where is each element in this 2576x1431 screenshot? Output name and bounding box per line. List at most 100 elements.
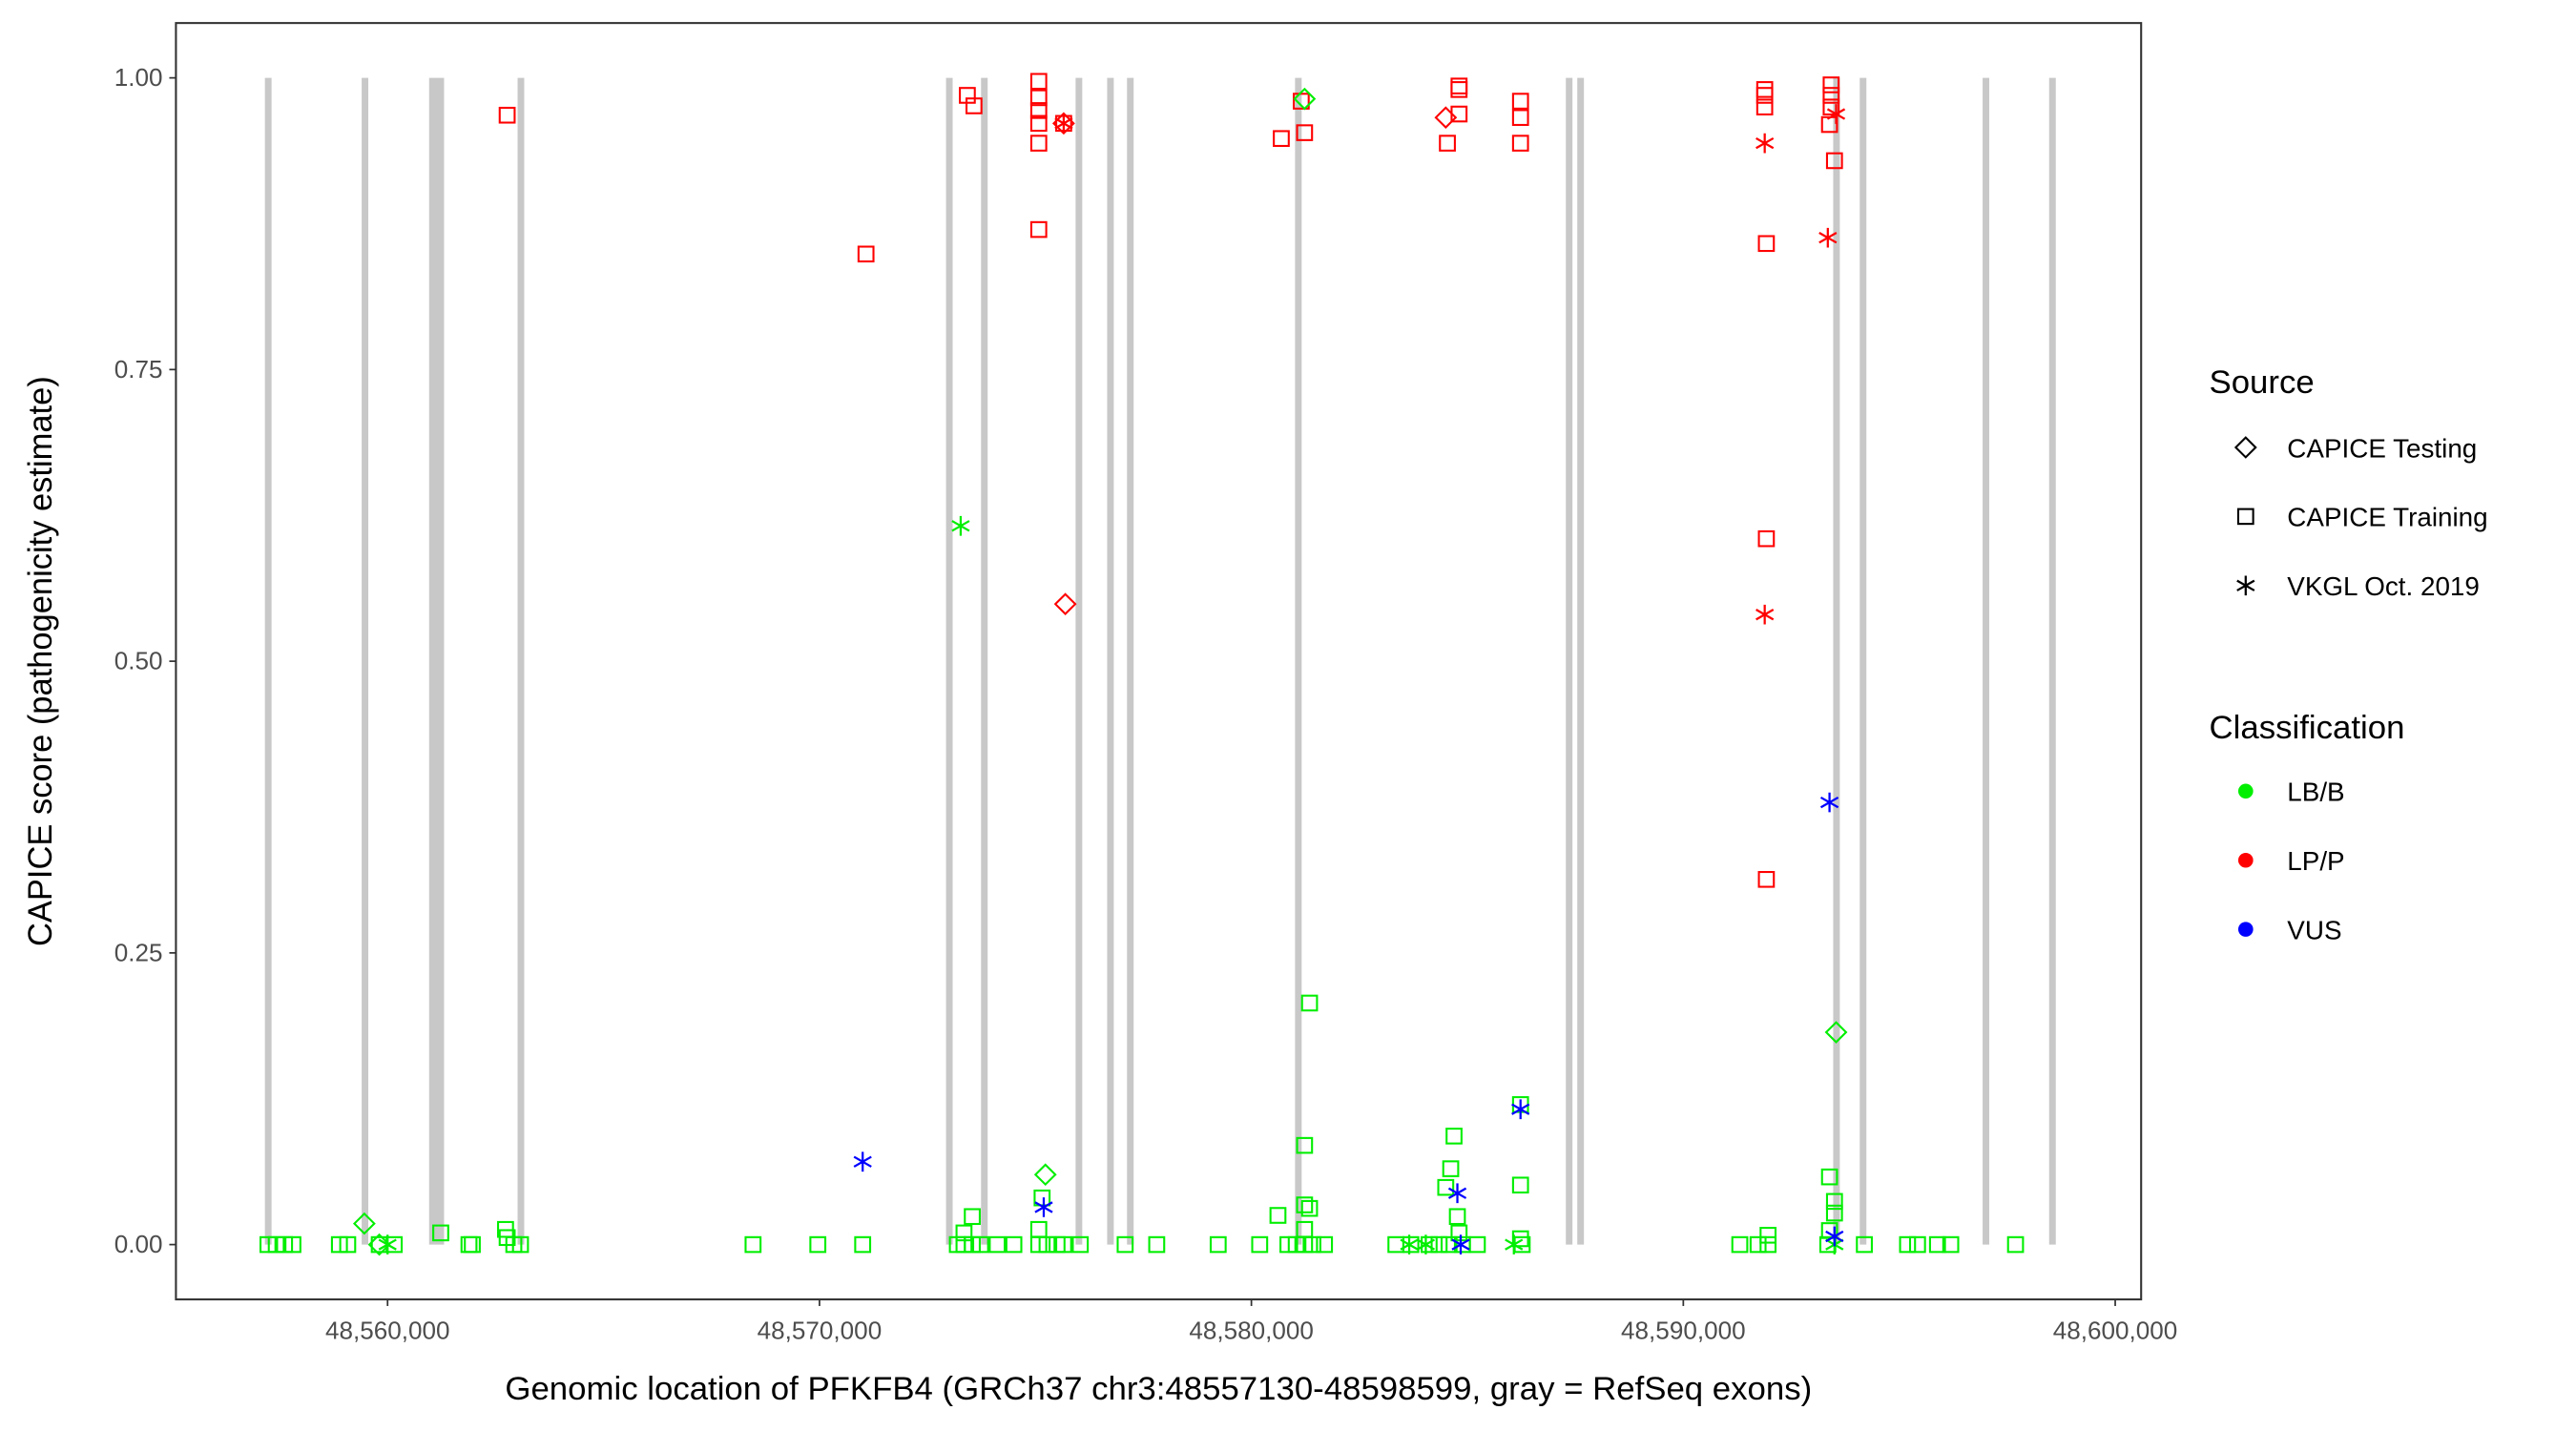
square-marker: [1755, 87, 1774, 104]
data-point: [1826, 104, 1846, 124]
data-point: [352, 1212, 376, 1235]
data-point: [1055, 1235, 1072, 1254]
square-marker: [1304, 1235, 1321, 1254]
square-marker: [1757, 871, 1776, 888]
square-marker: [1825, 1192, 1843, 1211]
x-tick-label: 48,580,000: [1189, 1317, 1314, 1345]
square-marker: [1822, 98, 1840, 115]
legend-key-diamond: [2233, 436, 2257, 459]
square-marker: [1055, 1235, 1072, 1254]
data-point: [1899, 1235, 1917, 1254]
data-point: [965, 97, 983, 114]
star-marker: [1755, 604, 1775, 625]
star-marker: [1034, 1197, 1053, 1217]
square-marker: [1442, 1160, 1460, 1177]
square-marker: [498, 106, 516, 124]
data-point: [385, 1235, 404, 1254]
data-point: [1448, 1208, 1466, 1226]
legend-source-title: Source: [2210, 364, 2315, 401]
square-marker: [1038, 1235, 1056, 1254]
square-marker: [1029, 102, 1048, 119]
square-marker: [1029, 220, 1048, 238]
data-point: [1818, 227, 1838, 248]
data-point: [1029, 73, 1048, 91]
legend-label: LP/P: [2287, 846, 2344, 876]
data-point: [1300, 994, 1319, 1012]
data-point: [1430, 1235, 1448, 1254]
diamond-marker: [1053, 592, 1077, 615]
legend-label: LB/B: [2287, 778, 2344, 807]
square-marker: [1450, 81, 1468, 98]
square-marker: [1448, 1208, 1466, 1226]
star-marker: [2236, 575, 2255, 596]
star-marker: [1819, 792, 1839, 813]
star-marker: [1818, 227, 1838, 248]
square-marker: [1757, 235, 1776, 253]
diamond-marker: [352, 1212, 376, 1235]
y-tick-label: 0.75: [114, 355, 163, 384]
data-point: [988, 1235, 1007, 1254]
data-point: [1511, 1176, 1529, 1194]
data-point: [1029, 89, 1048, 107]
data-point: [1757, 529, 1776, 548]
exon-bands: [264, 77, 2056, 1245]
square-marker: [1908, 1235, 1926, 1254]
exon-band: [945, 77, 953, 1245]
square-marker: [1822, 87, 1840, 104]
legend: Source CAPICE Testing CAPICE Training VKGL…: [2210, 364, 2488, 944]
exon-band: [1075, 77, 1083, 1245]
square-marker: [1293, 93, 1310, 110]
data-point: [1759, 1227, 1777, 1244]
data-point: [1822, 87, 1840, 104]
y-tick-label: 0.00: [114, 1230, 163, 1258]
data-point: [1439, 135, 1456, 152]
square-marker: [1209, 1235, 1227, 1254]
legend-label: CAPICE Testing: [2287, 433, 2477, 463]
data-point: [1825, 152, 1843, 170]
legend-key-square: [2236, 508, 2254, 526]
legend-key-dot: [2237, 922, 2254, 937]
data-point: [1511, 109, 1529, 126]
data-point: [1445, 1128, 1463, 1145]
x-tick-label: 48,570,000: [758, 1317, 883, 1345]
data-point: [1511, 135, 1529, 152]
square-marker: [965, 97, 983, 114]
exon-band: [2048, 77, 2056, 1245]
data-point: [854, 1235, 872, 1254]
x-axis-ticks: 48,560,000 48,570,000 48,580,000 48,590,000…: [325, 1299, 2177, 1344]
data-point: [498, 106, 516, 124]
star-marker: [1054, 113, 1073, 134]
data-point: [1251, 1235, 1269, 1254]
data-point: [1822, 76, 1840, 93]
data-point: [1273, 130, 1290, 148]
square-marker: [1296, 1136, 1314, 1154]
square-marker: [1445, 1128, 1463, 1145]
star-marker: [951, 515, 970, 536]
square-marker: [1511, 93, 1529, 110]
data-point: [1825, 1192, 1843, 1211]
data-point: [1402, 1235, 1420, 1254]
diamond-marker: [1824, 1021, 1848, 1044]
data-point: [744, 1235, 762, 1254]
data-point: [511, 1235, 530, 1254]
square-marker: [2006, 1235, 2025, 1254]
data-point: [1757, 871, 1776, 888]
square-marker: [1437, 1178, 1455, 1196]
square-marker: [971, 1235, 989, 1254]
data-point: [1731, 1235, 1749, 1254]
data-point: [432, 1224, 449, 1242]
square-marker: [1759, 1235, 1777, 1254]
exon-band: [1859, 77, 1867, 1245]
data-point: [1054, 113, 1073, 134]
exon-band: [1107, 77, 1114, 1245]
data-point: [1304, 1235, 1321, 1254]
legend-label: CAPICE Training: [2287, 503, 2487, 532]
legend-key-dot: [2237, 783, 2254, 799]
square-marker: [1825, 1204, 1843, 1222]
exon-band: [1577, 77, 1585, 1245]
diamond-marker: [2233, 436, 2257, 459]
square-marker: [1029, 114, 1048, 133]
square-marker: [1440, 1235, 1458, 1254]
y-tick-label: 0.50: [114, 647, 163, 675]
data-point: [1759, 1235, 1777, 1254]
